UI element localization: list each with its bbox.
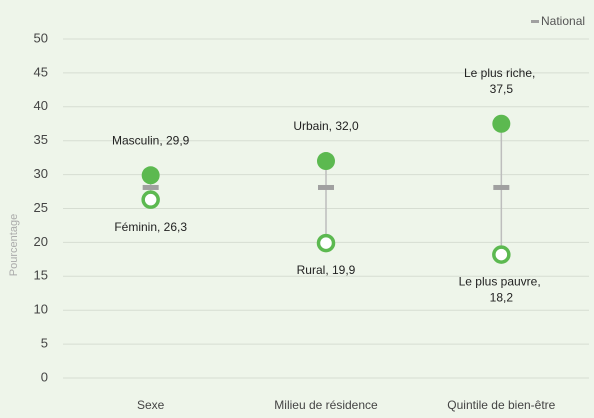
data-label: Rural, 19,9 <box>297 263 356 277</box>
high-dot <box>141 166 160 185</box>
y-tick-label: 0 <box>41 369 48 384</box>
data-label: Le plus pauvre, 18,2 <box>459 275 544 305</box>
y-tick-label: 5 <box>41 336 48 351</box>
legend-swatch <box>531 20 539 23</box>
x-tick-label: Milieu de résidence <box>274 398 378 412</box>
x-tick-label: Quintile de bien-être <box>447 398 555 412</box>
y-tick-label: 45 <box>34 64 48 79</box>
high-dot <box>492 114 511 133</box>
legend-label: National <box>541 14 585 28</box>
y-axis-label: Pourcentage <box>8 214 20 276</box>
data-label: Masculin, 29,9 <box>112 133 190 147</box>
y-tick-label: 30 <box>34 166 48 181</box>
high-dot <box>317 152 335 171</box>
low-dot <box>316 233 336 253</box>
y-tick-label: 15 <box>34 268 48 283</box>
data-label: Urbain, 32,0 <box>293 119 359 133</box>
low-dot <box>492 245 511 264</box>
data-label: Féminin, 26,3 <box>114 220 187 234</box>
national-marker <box>493 184 510 190</box>
y-tick-label: 20 <box>34 234 48 249</box>
x-tick-label: Sexe <box>137 398 165 412</box>
y-tick-label: 25 <box>34 200 48 215</box>
y-tick-label: 10 <box>34 302 48 317</box>
national-marker <box>318 184 334 190</box>
y-tick-label: 40 <box>34 98 48 113</box>
y-tick-label: 35 <box>34 132 48 147</box>
low-dot <box>141 190 160 209</box>
national-marker <box>142 184 159 190</box>
y-tick-label: 50 <box>34 30 48 45</box>
data-label: Le plus riche, 37,5 <box>464 66 539 96</box>
